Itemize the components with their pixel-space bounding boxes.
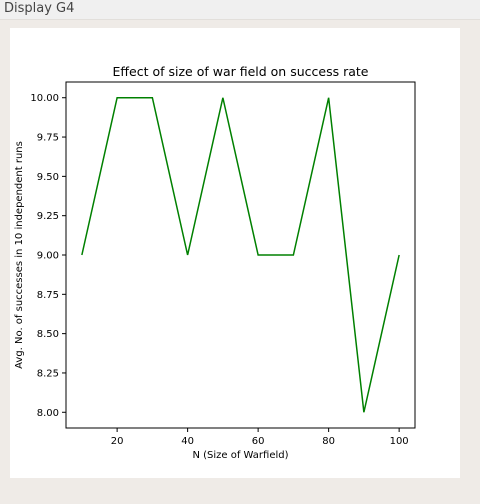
y-tick-label: 9.75 [37, 133, 59, 144]
x-axis-label: N (Size of Warfield) [192, 450, 288, 461]
y-tick-label: 9.00 [37, 251, 59, 262]
y-tick-label: 10.00 [30, 93, 59, 104]
y-tick-label: 8.25 [37, 368, 59, 379]
line-chart: Effect of size of war field on success r… [14, 64, 416, 461]
plot-frame [65, 81, 416, 429]
figure-canvas: Effect of size of war field on success r… [10, 28, 460, 478]
x-tick-label: 40 [181, 436, 194, 447]
x-tick-label: 80 [322, 436, 335, 447]
window-titlebar: Display G4 [0, 0, 480, 20]
y-tick-label: 8.75 [37, 290, 59, 301]
x-tick-label: 20 [111, 436, 124, 447]
y-tick-label: 8.00 [37, 408, 59, 419]
series-line [81, 96, 400, 413]
chart-title: Effect of size of war field on success r… [113, 64, 369, 79]
x-tick-label: 60 [252, 436, 265, 447]
window-title: Display G4 [4, 1, 75, 16]
x-tick-label: 100 [390, 436, 409, 447]
y-tick-label: 9.50 [37, 172, 59, 183]
y-axis-label: Avg. No. of successes in 10 independent … [14, 141, 25, 369]
y-tick-label: 8.50 [37, 329, 59, 340]
y-tick-label: 9.25 [37, 211, 59, 222]
